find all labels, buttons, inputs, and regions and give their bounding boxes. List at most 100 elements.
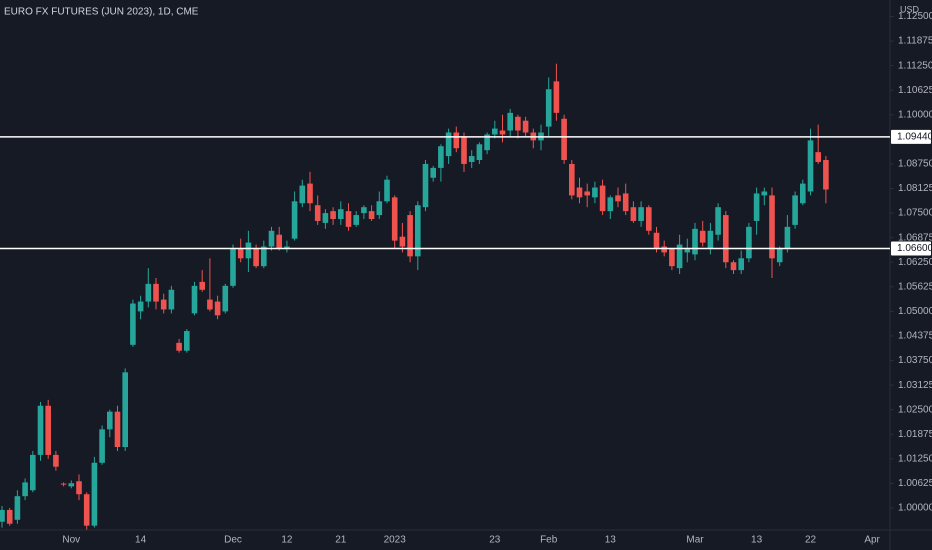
y-tick-label: 1.08750 [898,159,932,170]
candle-body [661,246,667,253]
x-tick-label: 14 [135,535,147,546]
candle-body [307,183,313,204]
y-tick-label: 1.11875 [898,36,932,47]
candle-body [199,281,205,290]
x-tick-label: 13 [605,535,617,546]
candle-body [184,331,190,351]
candle-body [160,299,167,310]
y-tick-label: 1.08125 [898,183,932,194]
candle-body [153,283,159,302]
candle-body [692,228,698,255]
candle-body [669,248,675,267]
y-tick-label: 1.06875 [898,232,932,243]
candle-body [245,242,252,259]
candle-body [468,156,475,162]
line-label: 1.09440 [897,131,932,142]
candle-body [176,342,182,351]
y-tick-label: 1.02500 [898,404,932,415]
candle-body [699,230,706,243]
candle-body [753,193,760,221]
x-tick-label: 22 [805,535,817,546]
candle-body [592,187,598,198]
candle-body [0,509,5,522]
candle-body [653,232,660,249]
candle-body [137,301,144,312]
candle-body [130,303,136,345]
candle-body [599,185,606,212]
candle-body [730,262,737,271]
x-tick-label: Feb [540,535,558,546]
candle-body [99,429,105,463]
candle-body [776,248,783,263]
candle-body [276,234,282,249]
y-tick-label: 1.03125 [898,380,932,391]
candle-body [284,246,290,249]
x-tick-label: Dec [224,535,242,546]
candle-body [261,246,267,267]
candle-body [314,205,321,221]
candle-body [14,496,21,520]
candle-body [438,146,444,168]
y-tick-label: 1.07500 [898,208,932,219]
x-tick-label: Mar [686,535,704,546]
candle-body [368,211,375,219]
y-tick-label: 1.00625 [898,478,932,489]
y-tick-label: 1.06250 [898,257,932,268]
candle-body [815,152,821,162]
candle-body [823,160,829,190]
candle-body [207,299,213,310]
candle-body [353,215,359,225]
candle-body [384,179,390,202]
candle-body [800,183,806,204]
candle-body [553,81,560,113]
y-tick-label: 1.00000 [898,503,932,514]
candle-body [792,195,798,225]
candle-body [723,215,729,263]
x-tick-label: 23 [489,535,501,546]
y-tick-label: 1.01250 [898,453,932,464]
candle-body [361,207,367,214]
y-tick-label: 1.05625 [898,281,932,292]
x-tick-label: 2023 [384,535,407,546]
candle-body [476,144,483,161]
y-tick-label: 1.10000 [898,109,932,120]
y-tick-label: 1.01875 [898,429,932,440]
candle-body [715,207,721,235]
x-tick-label: 12 [281,535,293,546]
candle-body [492,128,498,135]
candle-body [522,120,529,133]
y-tick-label: 1.05000 [898,306,932,317]
candle-body [338,209,344,219]
x-tick-label: 21 [335,535,347,546]
candle-body [507,112,513,131]
candle-body [45,405,51,455]
candle-body [6,509,13,524]
candle-body [484,134,490,151]
candle-body [622,193,629,212]
candle-body [684,248,691,253]
candle-body [607,197,614,212]
candle-body [268,230,275,247]
candle-body [191,285,198,314]
candle-body [299,185,306,204]
candle-body [515,116,521,131]
candle-body [676,244,683,269]
candle-body [83,494,90,526]
line-label-box [891,241,931,256]
candle-body [214,301,221,316]
x-tick-label: Nov [62,535,80,546]
candle-body [168,289,175,310]
candle-body [461,136,467,164]
candle-body [584,191,590,196]
candle-body [30,454,36,491]
candle-body [22,482,28,497]
candle-body [222,285,229,312]
candle-body [422,163,429,208]
candle-body [807,140,814,192]
candle-body [415,205,421,257]
candle-body [91,462,98,526]
chart-title: EURO FX FUTURES (JUN 2023), 1D, CME [4,7,199,18]
x-tick-label: Apr [864,535,880,546]
candle-body [707,230,714,249]
